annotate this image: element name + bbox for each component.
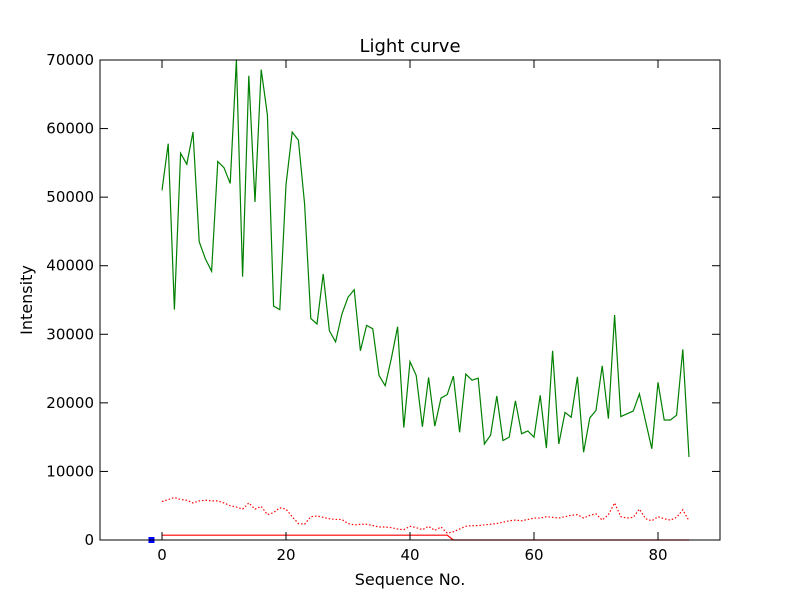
x-tick-label: 60 <box>524 546 543 564</box>
y-tick-label: 0 <box>84 531 94 549</box>
y-tick-label: 20000 <box>46 394 94 412</box>
y-axis: 0 10000 20000 30000 40000 50000 60000 70000 <box>46 51 720 549</box>
y-tick-label: 30000 <box>46 325 94 343</box>
x-axis-label: Sequence No. <box>355 570 466 589</box>
y-tick-label: 40000 <box>46 257 94 275</box>
y-axis-label: Intensity <box>17 265 36 335</box>
x-tick-label: 20 <box>276 546 295 564</box>
x-tick-label: 0 <box>157 546 167 564</box>
series-0-line <box>161 59 690 458</box>
x-tick-label: 80 <box>648 546 667 564</box>
y-tick-label: 60000 <box>46 120 94 138</box>
series-1-line <box>161 496 690 534</box>
y-tick-label: 10000 <box>46 462 94 480</box>
chart-title: Light curve <box>359 36 460 57</box>
x-axis: 0 20 40 60 80 <box>157 60 668 564</box>
y-tick-label: 50000 <box>46 188 94 206</box>
x-tick-label: 40 <box>400 546 419 564</box>
y-tick-label: 70000 <box>46 51 94 69</box>
